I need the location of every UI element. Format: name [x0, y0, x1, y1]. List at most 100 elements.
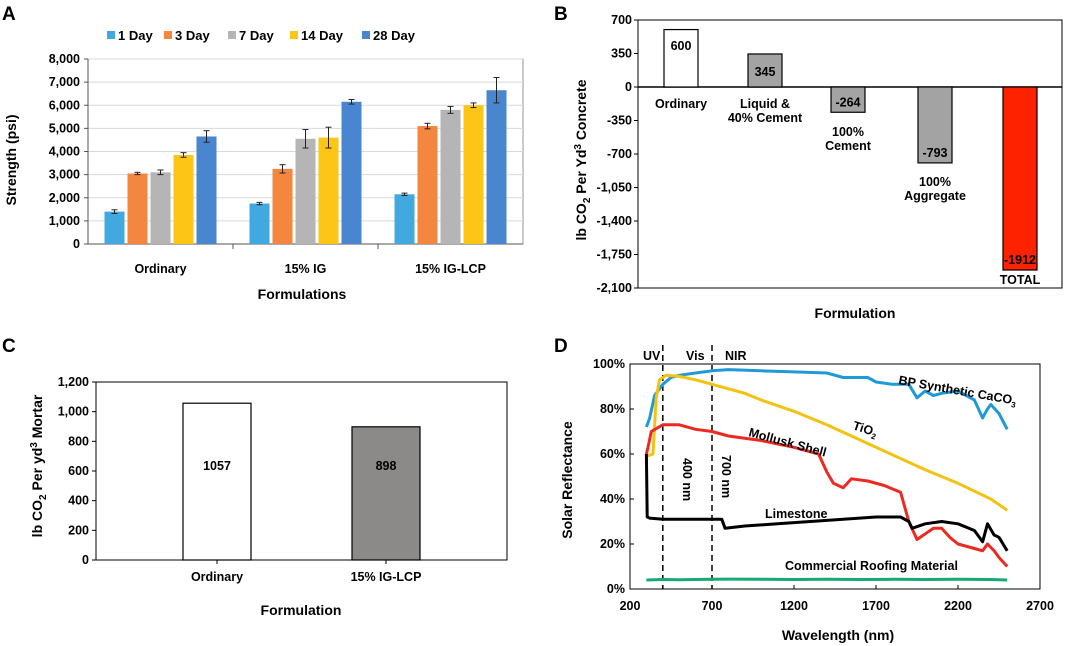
panel-b-bar — [1002, 86, 1038, 271]
panel-d-y-axis-title: Solar Reflectance — [559, 421, 575, 539]
panel-a-bar — [463, 105, 484, 244]
panel-a-legend-swatch — [290, 31, 298, 39]
panel-b-y-tick-label: 700 — [611, 13, 632, 27]
panel-c-bar — [351, 426, 421, 561]
panel-d-plot: 0% 20% 40% 60% 80% 100% 200 700 1200 1700 2200 2700 — [593, 345, 1054, 613]
panel-a-y-tick-label: 5,000 — [49, 121, 80, 135]
panel-d-y-tick-label: 0% — [607, 582, 625, 596]
panel-a-category-label: 15% IG-LCP — [415, 262, 486, 276]
panel-c-bar-value-label: 898 — [376, 459, 397, 473]
panel-c-letter: C — [2, 336, 16, 357]
panel-b-y-axis-title: lb CO2 Per Yd3 Concrete — [573, 79, 593, 240]
panel-b-bar-value-label: -793 — [922, 146, 947, 160]
panel-a-bar — [486, 90, 507, 244]
panel-c-y-axis-title: lb CO2 Per yd3 Mortar — [29, 394, 49, 537]
panel-d-limestone-label: Limestone — [765, 507, 828, 521]
panel-a-legend-swatch — [107, 31, 115, 39]
panel-d-tio2-label: TiO2 — [850, 419, 879, 442]
panel-c-y-tick-label: 400 — [68, 494, 89, 508]
panel-c-y-tick-label: 600 — [68, 464, 89, 478]
panel-b-bar-value-label: 345 — [755, 65, 776, 79]
panel-b-bar — [747, 53, 783, 88]
panel-b-category-label: 40% Cement — [728, 111, 803, 125]
panel-b-y-tick-label: -1,750 — [597, 248, 632, 262]
panel-c-y-tick-label: 200 — [68, 523, 89, 537]
panel-d-plot-frame — [629, 363, 1041, 590]
panel-b-y-tick-label: -350 — [607, 114, 632, 128]
panel-a-bar — [318, 137, 339, 244]
panel-b-bar-value-label: -1912 — [1004, 253, 1036, 267]
panel-a-y-tick-label: 7,000 — [49, 75, 80, 89]
panel-a-y-tick-label: 0 — [73, 237, 80, 251]
panel-c-category-label: Ordinary — [191, 570, 243, 584]
panel-d-x-tick-label: 2700 — [1026, 599, 1054, 613]
panel-b-y-tick-label: -2,100 — [597, 281, 632, 295]
panel-a-legend-label: 28 Day — [373, 28, 416, 43]
panel-a-bar — [272, 168, 293, 244]
panel-b-y-tick-label: 0 — [625, 80, 632, 94]
panel-a-bar — [440, 109, 461, 244]
panel-c-y-tick-label: 1,200 — [58, 375, 89, 389]
panel-c-category-label: 15% IG-LCP — [351, 570, 422, 584]
panel-c-bar-value-label: 1057 — [203, 459, 231, 473]
panel-b-y-tick-label: -1,400 — [597, 214, 632, 228]
panel-b-letter: B — [554, 4, 568, 25]
panel-d-x-tick-label: 2200 — [944, 599, 972, 613]
panel-a-legend-label: 3 Day — [175, 28, 210, 43]
panel-d-x-tick-label: 1700 — [862, 599, 890, 613]
panel-a-bar — [417, 126, 438, 244]
panel-d-nir-label: NIR — [725, 349, 747, 363]
panel-d: D Solar Reflectance Wavelength (nm) 0% 20… — [554, 336, 1054, 643]
panel-b-category-label: Ordinary — [655, 97, 707, 111]
panel-a-bar — [295, 138, 316, 244]
panel-a-legend-label: 1 Day — [118, 28, 153, 43]
panel-a-plot: 0 1,000 2,000 3,000 4,000 5,000 6,000 7,000 8,00… — [49, 52, 524, 276]
panel-a-y-tick-label: 2,000 — [49, 191, 80, 205]
panel-a-legend-label: 7 Day — [239, 28, 274, 43]
panel-a-y-tick-label: 1,000 — [49, 214, 80, 228]
panel-b: B lb CO2 Per Yd3 Concrete Formulation 70… — [554, 4, 1063, 321]
panel-b-category-label: Cement — [825, 139, 872, 153]
panel-a-bar — [249, 203, 270, 244]
panel-b-bar-value-label: -264 — [835, 95, 860, 109]
panel-a-legend-swatch — [164, 31, 172, 39]
panel-b-bar-value-label: 600 — [671, 39, 692, 53]
panel-a-legend-label: 14 Day — [301, 28, 344, 43]
panel-a-bar — [341, 101, 362, 244]
panel-a-y-tick-label: 4,000 — [49, 145, 80, 159]
panel-a-category-label: 15% IG — [285, 262, 327, 276]
panel-b-category-label: Liquid & — [740, 97, 790, 111]
panel-b-category-label: TOTAL — [1000, 273, 1041, 287]
panel-b-category-label: 100% — [919, 175, 951, 189]
panel-b-category-label: 100% — [832, 125, 864, 139]
panel-d-series-line — [646, 577, 1008, 582]
panel-a-letter: A — [2, 4, 16, 25]
panel-b-y-tick-label: -1,050 — [597, 181, 632, 195]
panel-d-series-line — [644, 423, 1009, 568]
panel-a-y-axis-title: Strength (psi) — [3, 115, 19, 206]
panel-a-bar — [196, 136, 217, 244]
panel-d-y-tick-label: 80% — [600, 402, 625, 416]
panel-d-roofing-label: Commercial Roofing Material — [785, 559, 958, 573]
panel-d-y-tick-label: 40% — [600, 492, 625, 506]
panel-d-y-tick-label: 100% — [593, 357, 625, 371]
panel-a-legend: 1 Day 3 Day 7 Day 14 Day 28 Day — [107, 28, 416, 43]
panel-a-bar — [104, 211, 125, 244]
panel-d-700nm-label: 700 nm — [719, 455, 733, 498]
panel-b-plot: 700 350 0 -350 -700 -1,050 -1,400 -1,750 -2,100 6… — [597, 13, 1063, 295]
panel-c-y-tick-label: 800 — [68, 434, 89, 448]
panel-c-y-tick-label: 1,000 — [58, 405, 89, 419]
panel-d-x-tick-label: 1200 — [780, 599, 808, 613]
panel-a-x-axis-title: Formulations — [258, 286, 347, 302]
panel-a-legend-swatch — [362, 31, 370, 39]
panel-b-bar — [917, 86, 953, 164]
panel-b-y-tick-label: 350 — [611, 47, 632, 61]
panel-c-x-axis-title: Formulation — [261, 602, 342, 618]
panel-a-bar — [394, 194, 415, 244]
panel-b-bar — [830, 86, 866, 113]
panel-d-x-axis-title: Wavelength (nm) — [782, 627, 894, 643]
panel-a-bar — [127, 173, 148, 244]
panel-b-x-axis-title: Formulation — [815, 305, 896, 321]
panel-b-bar — [663, 28, 699, 88]
